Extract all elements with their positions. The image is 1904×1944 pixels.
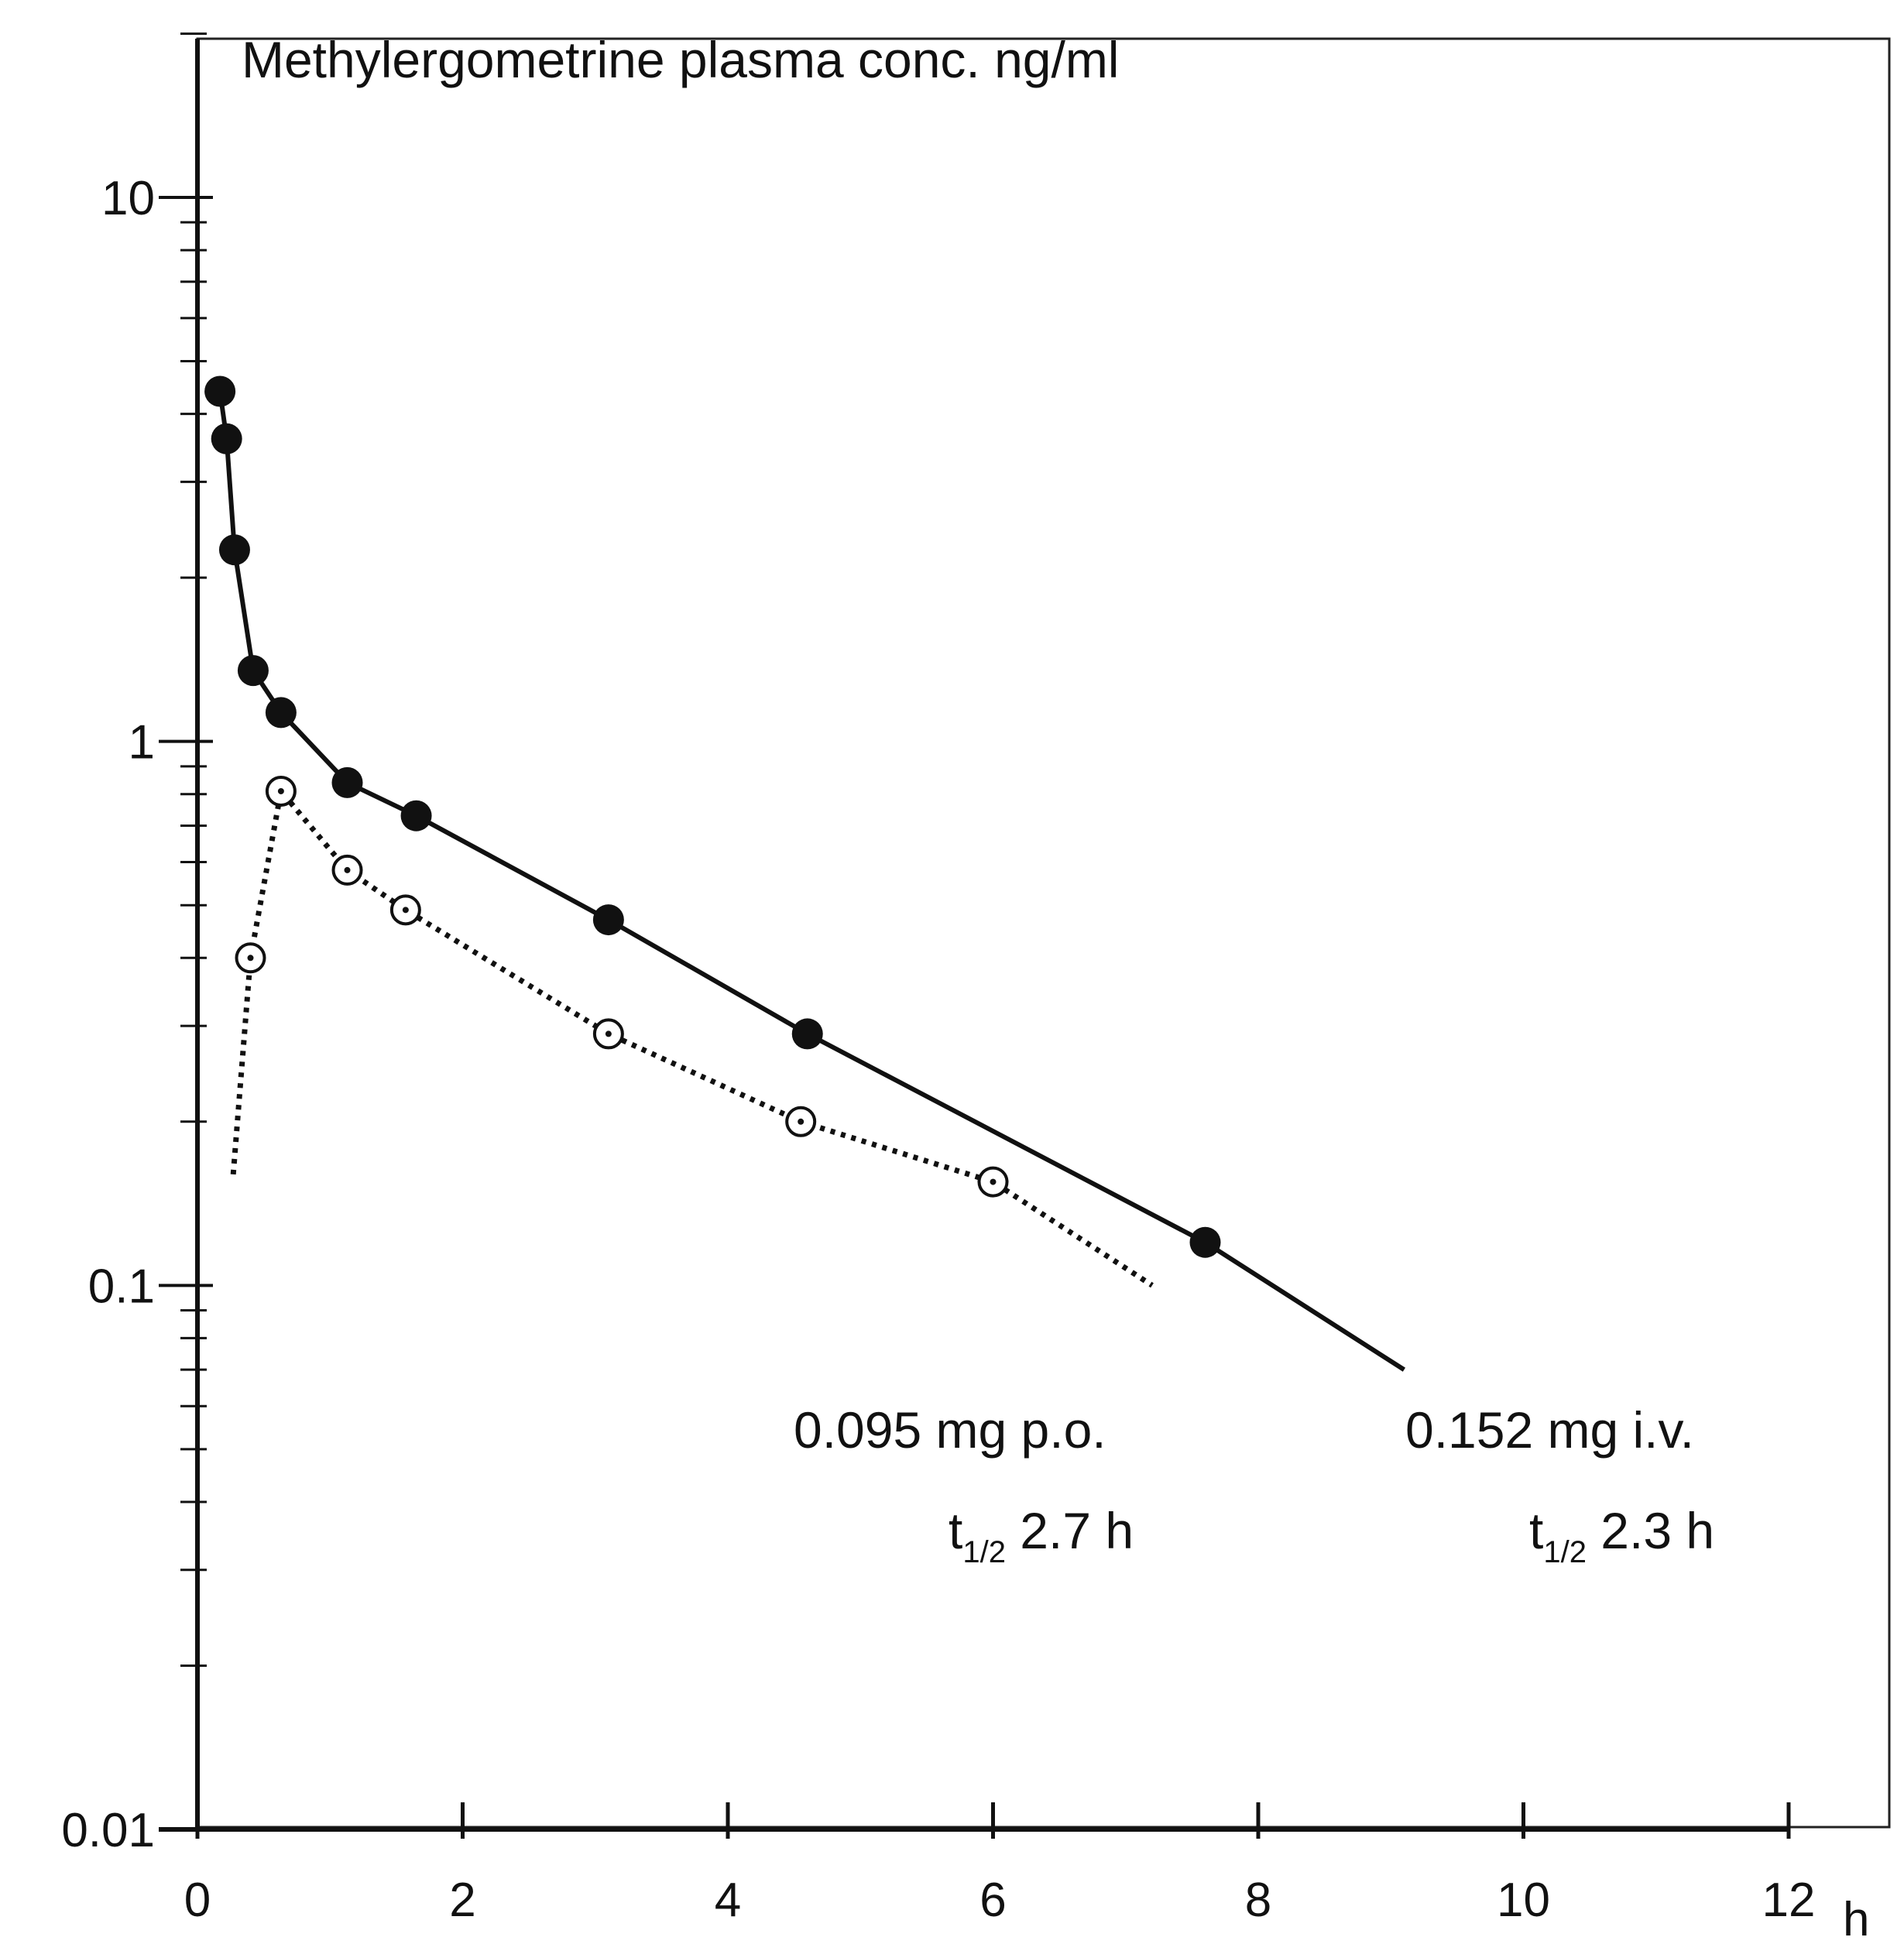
data-point-open-center xyxy=(990,1178,997,1185)
y-ticks: 0.01 0.1 1 10 xyxy=(61,172,213,1857)
y-tick-label: 0.1 xyxy=(88,1260,155,1313)
data-point-filled xyxy=(791,1018,823,1050)
data-point-open-center xyxy=(344,866,351,873)
y-tick-label: 0.01 xyxy=(61,1804,155,1857)
x-tick-label: 0 xyxy=(184,1874,211,1927)
data-point-filled xyxy=(400,800,432,831)
data-point-filled xyxy=(1189,1226,1221,1258)
data-point-filled xyxy=(237,655,269,687)
data-markers xyxy=(204,375,1221,1258)
axes xyxy=(159,39,1789,1832)
data-point-open-center xyxy=(277,787,284,794)
x-tick-label: 4 xyxy=(715,1874,741,1927)
data-point-filled xyxy=(211,423,242,454)
x-tick-label: 6 xyxy=(979,1874,1006,1927)
series-lines xyxy=(218,391,1406,1372)
x-tick-label: 8 xyxy=(1245,1874,1271,1927)
x-ticks: 0 2 4 6 8 10 12 xyxy=(184,1802,1816,1927)
series-line-1 xyxy=(218,391,1406,1372)
data-point-filled xyxy=(265,697,297,729)
data-point-filled xyxy=(331,766,363,798)
x-tick-label: 12 xyxy=(1762,1874,1816,1927)
x-unit-label: h xyxy=(1843,1893,1869,1944)
annotation-po-halflife: t1/2 2.7 h xyxy=(949,1502,1134,1569)
y-tick-label: 1 xyxy=(129,716,155,770)
data-point-filled xyxy=(592,904,624,936)
annotation-iv-halflife: t1/2 2.3 h xyxy=(1529,1502,1714,1569)
x-tick-label: 10 xyxy=(1497,1874,1550,1927)
data-point-open-center xyxy=(402,907,409,914)
chart-title: Methylergometrine plasma conc. ng/ml xyxy=(242,31,1119,88)
annotation-iv-dose: 0.152 mg i.v. xyxy=(1405,1401,1694,1459)
series-line-2 xyxy=(230,785,1154,1288)
data-point-open-center xyxy=(798,1118,804,1125)
data-point-open-center xyxy=(605,1030,612,1037)
y-tick-label: 10 xyxy=(101,172,155,225)
data-point-open-center xyxy=(247,955,254,962)
data-point-filled xyxy=(218,534,250,566)
x-tick-label: 2 xyxy=(449,1874,475,1927)
minor-ticks xyxy=(180,32,207,1667)
annotation-po-dose: 0.095 mg p.o. xyxy=(794,1401,1106,1459)
data-point-filled xyxy=(204,375,236,407)
